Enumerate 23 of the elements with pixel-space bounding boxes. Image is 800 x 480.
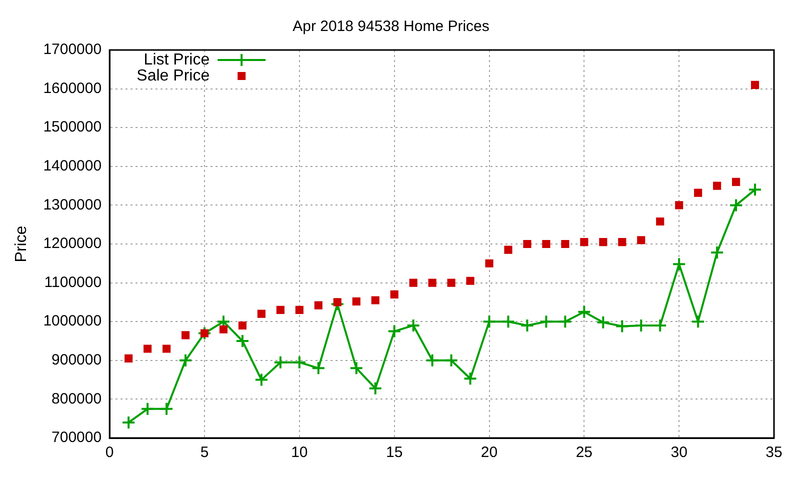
y-tick-label: 1200000	[43, 235, 102, 252]
y-tick-label: 1100000	[44, 274, 102, 291]
y-tick-label: 1600000	[43, 80, 102, 97]
x-tick-label: 15	[386, 444, 403, 462]
x-tick-label: 0	[105, 444, 114, 462]
y-tick-label: 1700000	[43, 41, 102, 58]
y-tick-label: 1400000	[43, 158, 102, 175]
chart-title: Apr 2018 94538 Home Prices	[292, 18, 490, 36]
x-tick-label: 30	[670, 444, 688, 462]
y-tick-label: 1000000	[43, 312, 102, 330]
y-axis-title: Price	[13, 226, 30, 262]
legend-label: Sale Price	[136, 67, 210, 84]
y-tick-label: 800000	[52, 390, 102, 408]
y-tick-label: 900000	[52, 352, 102, 369]
y-tick-label: 700000	[52, 429, 102, 446]
x-tick-label: 10	[291, 444, 308, 462]
y-tick-label: 1300000	[43, 196, 102, 214]
y-tick-label: 1500000	[43, 118, 102, 136]
legend-label: List Price	[144, 51, 210, 68]
x-tick-label: 35	[766, 444, 782, 462]
x-tick-label: 25	[576, 444, 593, 462]
x-tick-label: 5	[200, 444, 209, 462]
x-tick-label: 20	[480, 444, 498, 462]
